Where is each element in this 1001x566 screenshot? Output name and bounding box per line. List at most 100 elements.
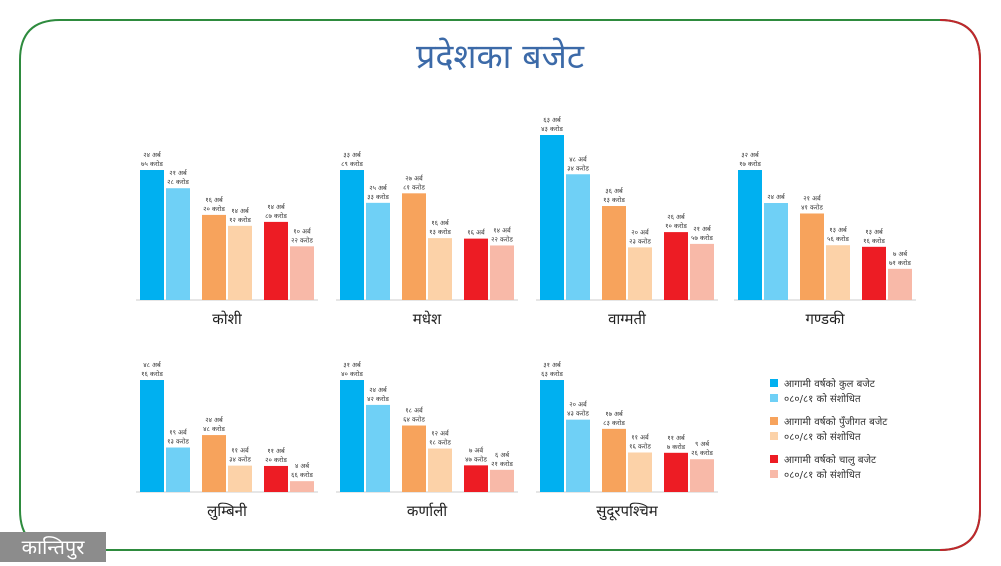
value-label: २४ अर्ब ४८ करोड	[203, 416, 225, 433]
value-label: २४ अर्ब	[767, 193, 786, 201]
value-label: २४ अर्ब ७५ करोड	[141, 151, 163, 168]
bar	[402, 193, 426, 300]
bar	[566, 174, 590, 300]
bar	[228, 465, 252, 492]
logo: कान्तिपुर	[22, 535, 86, 560]
bar	[738, 170, 762, 300]
legend-swatch	[770, 394, 778, 402]
chart-title: कर्णाली	[407, 502, 448, 520]
bar	[664, 452, 688, 492]
bar	[202, 214, 226, 300]
bar	[800, 213, 824, 300]
bar	[290, 246, 314, 300]
bar	[664, 232, 688, 300]
bar	[340, 170, 364, 300]
legend-swatch	[770, 470, 778, 478]
bar	[428, 238, 452, 300]
value-label: १६ अर्ब	[467, 229, 486, 237]
value-label: २५ अर्ब ३३ करोड	[367, 184, 389, 201]
value-label: ३२ अर्ब १७ करोड	[739, 151, 761, 168]
bar	[602, 428, 626, 492]
legend-label: ०८०/८१ को संशोधित	[784, 393, 861, 405]
chart-title: लुम्बिनी	[207, 502, 248, 521]
value-label: १० अर्ब २२ करोड	[291, 227, 313, 244]
bar	[540, 380, 564, 492]
value-label: २१ अर्ब ५७ करोड	[691, 225, 713, 242]
legend-swatch	[770, 417, 778, 425]
legend-label: ०८०/८१ को संशोधित	[784, 431, 861, 443]
chart-title: सुदूरपश्चिम	[596, 502, 659, 521]
value-label: ४ अर्ब ६६ करोड	[291, 462, 313, 479]
value-label: १२ अर्ब १८ करोड	[429, 430, 451, 447]
bar	[628, 452, 652, 492]
bar	[140, 170, 164, 300]
bar	[490, 245, 514, 300]
value-label: ७ अर्ब ७१ करोड	[889, 250, 911, 267]
bar	[264, 465, 288, 492]
value-label: १४ अर्ब १२ करोड	[229, 207, 251, 224]
title: प्रदेशका बजेट	[416, 37, 585, 77]
bar	[464, 238, 488, 300]
bar	[826, 245, 850, 300]
value-label: २६ अर्ब १० करोड	[665, 213, 687, 230]
value-label: ३१ अर्ब ४० करोड	[341, 361, 363, 378]
bar	[202, 435, 226, 492]
legend-swatch	[770, 432, 778, 440]
value-label: १६ अर्ब १३ करोड	[429, 219, 451, 236]
bar	[566, 419, 590, 492]
value-label: ११ अर्ब ३४ करोड	[229, 447, 251, 464]
value-label: ३६ अर्ब १३ करोड	[603, 187, 625, 204]
bar	[888, 268, 912, 300]
bar	[862, 246, 886, 300]
bar	[428, 448, 452, 492]
value-label: १४ अर्ब ८७ करोड	[265, 203, 287, 220]
value-label: ३१ अर्ब ६३ करोड	[541, 361, 563, 378]
value-label: ११ अर्ब २० करोड	[265, 447, 287, 464]
bar	[490, 469, 514, 492]
bar	[366, 202, 390, 300]
value-label: २१ अर्ब ४१ करोड	[801, 194, 823, 211]
bar	[264, 221, 288, 300]
value-label: १६ अर्ब २० करोड	[203, 196, 225, 213]
bar	[464, 465, 488, 492]
chart-title: कोशी	[212, 310, 243, 328]
legend-label: आगामी वर्षको पुँजीगत बजेट	[784, 416, 888, 428]
bar	[340, 380, 364, 492]
value-label: ६ अर्ब २१ करोड	[491, 451, 513, 468]
value-label: १८ अर्ब ६४ करोड	[403, 407, 425, 424]
logo-box	[0, 532, 106, 562]
legend-swatch	[770, 455, 778, 463]
bar	[166, 447, 190, 492]
bar	[602, 206, 626, 300]
value-label: ११ अर्ब ७ करोड	[667, 434, 686, 451]
value-label: ३३ अर्ब ८९ करोड	[341, 151, 363, 168]
value-label: २४ अर्ब ४२ करोड	[367, 386, 389, 403]
bar	[628, 247, 652, 300]
value-label: १३ अर्ब १६ करोड	[863, 228, 885, 245]
bar	[228, 225, 252, 300]
chart-title: गण्डकी	[805, 310, 845, 328]
value-label: १४ अर्ब २२ करोड	[491, 226, 513, 243]
bar	[366, 404, 390, 492]
bar	[690, 243, 714, 300]
legend-label: आगामी वर्षको कुल बजेट	[784, 378, 876, 390]
bar	[764, 203, 788, 300]
value-label: ४८ अर्ब ३४ करोड	[567, 155, 589, 172]
value-label: १७ अर्ब ८३ करोड	[603, 410, 625, 427]
frame-accent	[939, 19, 981, 551]
bar	[166, 188, 190, 300]
chart-title: मधेश	[413, 310, 442, 328]
value-label: ७ अर्ब ४७ करोड	[465, 446, 487, 463]
legend-label: ०८०/८१ को संशोधित	[784, 469, 861, 481]
value-label: २७ अर्ब ८१ करोड	[403, 174, 425, 191]
value-label: ६३ अर्ब ४३ करोड	[541, 116, 563, 133]
value-label: ९ अर्ब २६ करोड	[691, 440, 713, 457]
bar	[402, 425, 426, 492]
bar	[690, 459, 714, 492]
bar	[290, 481, 314, 492]
chart-title: वाग्मती	[608, 310, 647, 328]
legend-label: आगामी वर्षको चालु बजेट	[784, 454, 877, 466]
value-label: २० अर्ब ४३ करोड	[567, 401, 589, 418]
bar	[140, 380, 164, 492]
